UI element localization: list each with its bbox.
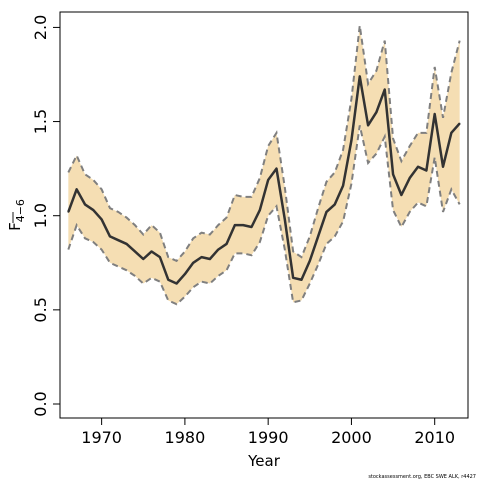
data-point [408,177,411,179]
data-point [392,173,394,176]
y-tick-label: 0.5 [31,297,50,322]
data-point [350,139,353,142]
x-axis-title: Year [247,452,281,470]
data-point [184,273,186,275]
data-point [67,211,70,213]
data-point [92,209,95,211]
data-point [275,167,278,170]
y-axis-title: F4−6 [6,199,27,231]
data-point [84,203,86,206]
data-point [192,261,195,264]
data-point [442,165,444,168]
data-point [375,111,378,113]
data-point [342,184,344,187]
data-point [209,258,211,260]
data-point [367,124,369,127]
y-axis-title-main: F [6,222,24,231]
data-point [175,282,178,285]
x-tick-label: 1970 [81,428,122,447]
data-point [433,113,436,115]
y-tick-label: 2.0 [31,15,50,40]
data-point [458,122,461,125]
data-point [225,243,228,245]
data-point [109,235,111,238]
y-tick-label: 0.0 [31,391,50,416]
data-point [159,256,161,258]
data-point [134,250,136,253]
data-point [217,248,219,251]
data-point [142,258,145,260]
data-point [234,224,236,226]
data-point [317,235,319,238]
confidence-band-layer [67,25,461,306]
data-point [425,169,428,172]
data-point [242,224,244,226]
plot-frame [59,11,469,419]
data-point [75,188,78,191]
data-point [358,75,361,78]
x-tick-label: 1990 [248,428,289,447]
lower-bound-line [67,125,461,306]
x-tick-label: 2000 [331,428,372,447]
data-point [200,256,203,258]
data-point [383,88,386,91]
data-point [292,277,294,279]
data-point [117,239,120,241]
data-point [125,243,128,245]
data-point [400,194,403,196]
svg-text:F4−6: F4−6 [6,199,27,231]
footer-credit: stockassessment.org, EBC SWE ALK, r4427 [368,474,476,480]
y-tick-label: 1.5 [31,109,50,134]
data-point [100,218,103,221]
x-tick-label: 1980 [165,428,206,447]
data-point [150,250,153,253]
estimate-line-layer [67,75,461,285]
y-axis-title-subscript: 4−6 [14,199,27,222]
data-point [250,226,253,228]
estimate-line [67,75,461,285]
data-point [417,165,419,168]
data-point [284,218,286,221]
data-point [309,260,311,262]
x-axis: 1970 1980 1990 2000 2010 [81,418,455,447]
x-tick-label: 2010 [414,428,455,447]
data-point [267,179,269,181]
data-point [333,203,336,206]
data-point [300,278,303,281]
upper-bound-line [67,25,461,263]
data-point [450,132,453,134]
y-tick-label: 1.0 [31,203,50,228]
data-point [167,278,170,281]
y-axis: 0.0 0.5 1.0 1.5 2.0 [31,15,60,417]
data-point [325,211,328,213]
data-point [259,209,261,211]
